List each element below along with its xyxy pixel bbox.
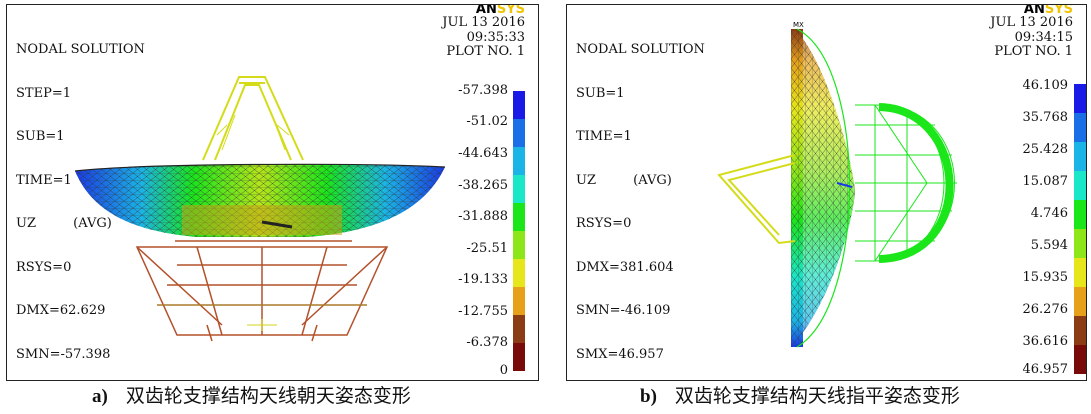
info-line: TIME=1	[16, 172, 72, 188]
info-line: STEP=1	[16, 85, 71, 101]
plot-time: 09:35:33	[466, 29, 525, 45]
panel-a-header: ANSYS JUL 13 2016 09:35:33 PLOT NO. 1	[442, 4, 525, 60]
info-line: SUB=1	[576, 85, 625, 101]
info-line: SMN=-57.398	[16, 346, 111, 362]
info-line: SUB=1	[16, 129, 65, 144]
panel-a-info: NODAL SOLUTION STEP=1 SUB=1 TIME=1 UZ (A…	[16, 14, 145, 380]
scale-label: -44.643	[458, 146, 508, 161]
scale-label: 0	[499, 363, 508, 378]
panel-a-plot: NODAL SOLUTION STEP=1 SUB=1 TIME=1 UZ (A…	[6, 4, 539, 381]
caption-a-label: a)	[92, 386, 108, 407]
caption-a-text: 双齿轮支撑结构天线朝天姿态变形	[125, 385, 411, 407]
caption-a: a) 双齿轮支撑结构天线朝天姿态变形	[92, 383, 411, 410]
scale-label: -19.133	[458, 272, 508, 287]
info-line: RSYS=0	[16, 259, 72, 275]
info-line: NODAL SOLUTION	[16, 42, 145, 57]
plot-number: PLOT NO. 1	[446, 44, 525, 59]
panel-b-header: ANSYS JUL 13 2016 09:34:15 PLOT NO. 1	[990, 4, 1073, 60]
info-line: SMN=-46.109	[576, 303, 671, 318]
scale-label: -57.398	[458, 83, 508, 98]
panel-b-plot: NODAL SOLUTION SUB=1 TIME=1 UZ (AVG) RSY…	[566, 4, 1087, 381]
ansys-logo: ANSYS	[475, 4, 525, 17]
ansys-logo: ANSYS	[1023, 4, 1073, 17]
scale-label: -51.02	[466, 114, 508, 129]
scale-label: 35.768	[1022, 110, 1069, 125]
scale-label: -38.265	[458, 178, 508, 193]
panel-a-color-scale: -57.398 -51.02 -44.643 -38.265 -31.888 -…	[7, 5, 538, 380]
scale-label: -6.378	[466, 335, 508, 350]
info-line: UZ (AVG)	[16, 216, 112, 231]
scale-label: 15.935	[1022, 270, 1069, 285]
info-line: RSYS=0	[576, 216, 632, 231]
panel-a-scale-bar	[513, 91, 525, 371]
info-line: DMX=381.604	[576, 259, 674, 275]
scale-label: 46.957	[1022, 362, 1069, 377]
scale-label: 15.087	[1022, 174, 1069, 189]
panel-b-antenna-model: MX	[717, 21, 957, 348]
info-line: TIME=1	[576, 129, 632, 144]
plot-time: 09:34:15	[1014, 29, 1073, 45]
info-line: SMX=46.957	[576, 346, 664, 362]
scale-label: 26.276	[1022, 302, 1069, 317]
scale-label: 25.428	[1022, 142, 1069, 157]
scale-label: 4.746	[1030, 206, 1068, 221]
caption-b-label: b)	[640, 386, 657, 407]
plot-date: JUL 13 2016	[442, 15, 525, 30]
scale-label: 5.594	[1030, 238, 1068, 253]
scale-label: 46.109	[1022, 78, 1069, 93]
scale-label: -25.51	[466, 241, 508, 256]
mx-label: MX	[793, 21, 804, 29]
caption-b-text: 双齿轮支撑结构天线指平姿态变形	[674, 385, 960, 407]
panel-b-color-scale: 46.109 35.768 25.428 15.087 4.746 5.594 …	[567, 5, 1086, 380]
plot-date: JUL 13 2016	[990, 15, 1073, 30]
panel-a-antenna-model	[74, 76, 446, 342]
scale-label: 36.616	[1022, 334, 1069, 349]
scale-label: -31.888	[458, 209, 508, 224]
info-line: NODAL SOLUTION	[576, 42, 705, 57]
panel-b-info: NODAL SOLUTION SUB=1 TIME=1 UZ (AVG) RSY…	[576, 14, 705, 380]
caption-b: b) 双齿轮支撑结构天线指平姿态变形	[640, 383, 960, 410]
info-line: DMX=62.629	[16, 303, 106, 318]
plot-number: PLOT NO. 1	[994, 44, 1073, 59]
panel-b-scale-bar	[1074, 84, 1086, 374]
scale-label: -12.755	[458, 304, 508, 319]
info-line: UZ (AVG)	[576, 172, 672, 188]
